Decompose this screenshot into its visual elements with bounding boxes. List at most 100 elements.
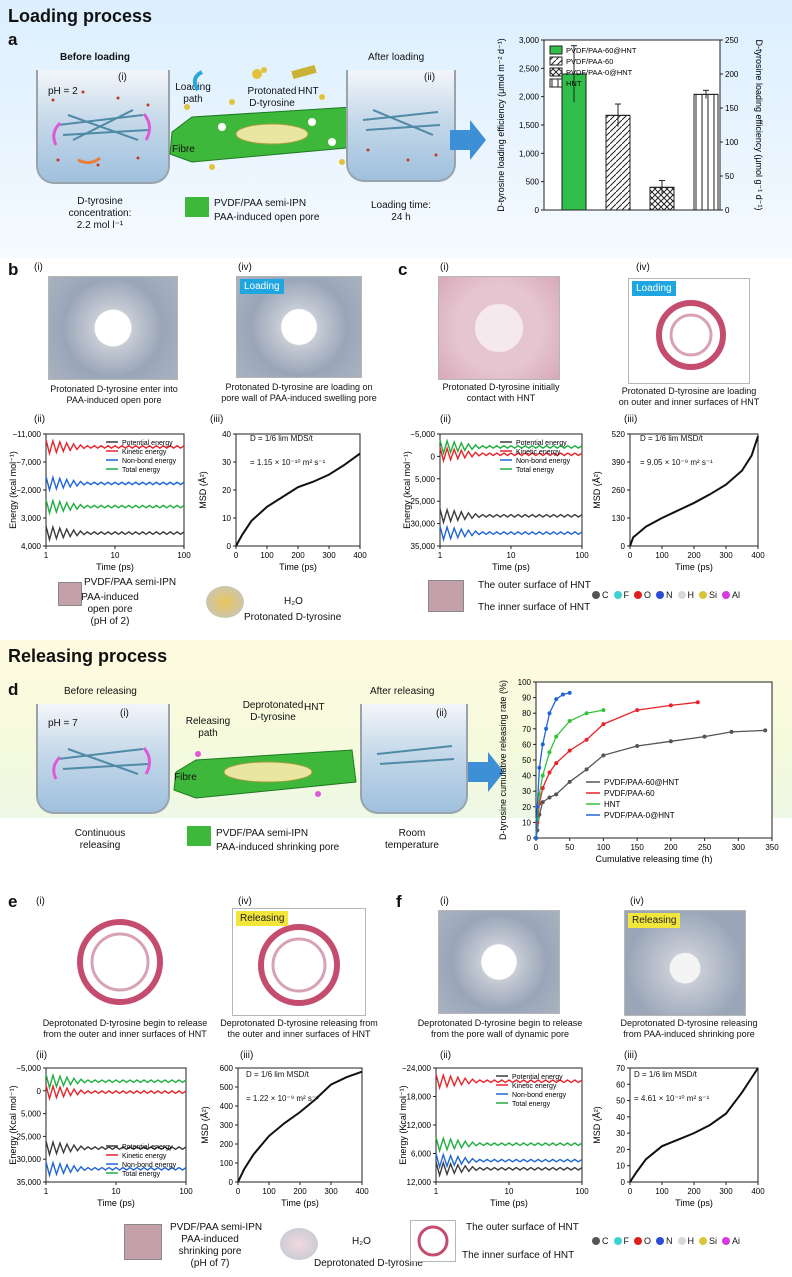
b-ii-series-0 bbox=[45, 524, 185, 543]
after-loading-label: After loading bbox=[368, 52, 425, 63]
d-y-tick-label: 30 bbox=[522, 787, 531, 796]
c-ii-x-tick-label: 1 bbox=[438, 551, 443, 560]
c-i-snapshot bbox=[438, 276, 560, 380]
d-legend-text: HNT bbox=[604, 800, 621, 809]
d-point bbox=[547, 770, 552, 775]
chart-c-iii-msd: 0 100 200 300 400 0 130 260 390 520 Time (ps) MSD (… bbox=[592, 430, 765, 572]
panel-a-label: a bbox=[8, 30, 18, 49]
tyrosine-molecule-icon bbox=[252, 67, 267, 79]
d-x-tick-label: 200 bbox=[664, 843, 678, 852]
chart-a-loading-efficiency: 0 500 1,000 1,500 2,000 2,500 3,000 0 50 100 150 20… bbox=[496, 36, 764, 215]
e-ii-x-tick-label: 1 bbox=[44, 1187, 49, 1196]
d-y-tick-label: 10 bbox=[522, 818, 531, 827]
a-y-tick-label: 3,000 bbox=[519, 36, 540, 45]
d-y-tick-label: 20 bbox=[522, 803, 531, 812]
atom-dot-icon bbox=[592, 591, 600, 599]
c-iv-label: (iv) bbox=[636, 262, 650, 273]
b-iii-y-tick-label: 20 bbox=[222, 486, 231, 495]
chart-b-ii-energy: 1 10 100 4,000 3,000 −2,000 −7,000 −11,000 Time … bbox=[8, 430, 191, 572]
e-legend-pore: PAA-induced shrinking pore (pH of 7) bbox=[178, 1234, 242, 1269]
e-i-caption: Deprotonated D-tyrosine begin to release… bbox=[42, 1018, 208, 1039]
b-iii-msd-line bbox=[235, 452, 361, 547]
b-iii-x-tick-label: 0 bbox=[234, 551, 239, 560]
fibre-network-icon bbox=[52, 747, 151, 780]
d-point bbox=[635, 708, 640, 713]
c-iii-x-tick-label: 100 bbox=[655, 551, 669, 560]
e-ii-y-tick-label: −5,000 bbox=[16, 1064, 41, 1073]
loading-time-label: Loading time: 24 h bbox=[370, 200, 432, 223]
atom-legend-item: Ai bbox=[722, 1236, 740, 1246]
f-iii-msd-line bbox=[629, 1067, 759, 1183]
e-ii-y-axis-label: Energy (Kcal mol⁻¹) bbox=[8, 1085, 18, 1164]
d-legend-text: PVDF/PAA-60 bbox=[604, 789, 655, 798]
d-point bbox=[567, 719, 572, 723]
b-ii-y-tick-label: 3,000 bbox=[21, 514, 42, 523]
d-x-axis-label: Cumulative releasing time (h) bbox=[595, 854, 712, 864]
atom-legend-bottom: C F O N H Si Ai bbox=[592, 1236, 745, 1247]
e-iii-x-tick-label: 0 bbox=[236, 1187, 241, 1196]
c-hnt-thumbnail bbox=[428, 580, 464, 612]
f-iii-x-tick-label: 0 bbox=[628, 1187, 633, 1196]
hnt-ring-icon bbox=[656, 300, 726, 370]
c-msd-eq: D = 1/6 lim MSD/t bbox=[640, 434, 703, 443]
a-legend-swatch bbox=[549, 67, 563, 77]
d-point bbox=[695, 700, 700, 705]
f-ii-legend-text: Non-bond energy bbox=[512, 1092, 567, 1099]
d-point bbox=[560, 692, 565, 697]
e-iii-plot-area bbox=[237, 1067, 363, 1183]
f-ii-y-tick-label: −24,000 bbox=[402, 1064, 432, 1073]
beaker-before-releasing bbox=[36, 704, 170, 814]
e-ii-legend-text: Total energy bbox=[122, 1171, 161, 1178]
arrow-right-icon bbox=[468, 752, 504, 792]
f-ii-y-tick-label: −18,000 bbox=[402, 1093, 432, 1102]
f-iv-label: (iv) bbox=[630, 896, 644, 907]
atom-dot-icon bbox=[699, 591, 708, 599]
c-ii-legend-text: Potential energy bbox=[516, 440, 567, 447]
b-iv-label: (iv) bbox=[238, 262, 252, 273]
beaker-after-loading bbox=[346, 70, 456, 182]
e-ii-legend-text: Potential energy bbox=[122, 1144, 173, 1151]
c-inner-label: The inner surface of HNT bbox=[478, 602, 591, 613]
panel-c-label: c bbox=[398, 260, 408, 279]
b-legend-semi: PVDF/PAA semi-IPN bbox=[84, 577, 177, 588]
e-i-snapshot bbox=[60, 910, 180, 1014]
b-legend-pore: PAA-induced open pore (pH of 2) bbox=[81, 592, 139, 627]
fibre-release-schematic bbox=[173, 749, 357, 799]
e-ii-y-tick-label: 25,000 bbox=[17, 1132, 42, 1141]
d-point bbox=[554, 734, 559, 739]
e-iii-y-tick-label: 400 bbox=[220, 1102, 234, 1111]
f-iii-y-tick-label: 40 bbox=[616, 1113, 625, 1122]
deprotonated-label: Deprotonated D-tyrosine bbox=[242, 700, 304, 723]
d-point bbox=[584, 711, 589, 716]
e-iv-label: (iv) bbox=[238, 896, 252, 907]
a-legend-text: PVDF/PAA-60 bbox=[566, 57, 613, 66]
e-iii-y-tick-label: 500 bbox=[220, 1083, 234, 1092]
e-ii-series-3 bbox=[45, 1072, 187, 1091]
atom-legend-item: H bbox=[677, 590, 694, 600]
c-ii-y-tick-label: 0 bbox=[431, 452, 436, 461]
a-y2-tick-label: 200 bbox=[725, 70, 739, 79]
c-ii-label: (ii) bbox=[440, 414, 452, 425]
fibre-network-icon bbox=[51, 90, 151, 167]
f-ii-legend-text: Kinetic energy bbox=[512, 1083, 557, 1090]
d-point bbox=[537, 765, 542, 770]
atom-dot-icon bbox=[677, 1237, 686, 1245]
f-ii-x-tick-label: 100 bbox=[575, 1187, 589, 1196]
f-ii-x-tick-label: 10 bbox=[505, 1187, 514, 1196]
e-iii-y-tick-label: 200 bbox=[220, 1140, 234, 1149]
d-point bbox=[540, 773, 545, 778]
c-iii-msd-line bbox=[629, 435, 759, 547]
b-iii-x-tick-label: 300 bbox=[322, 551, 336, 560]
chart-f-iii-msd: 0 100 200 300 400 0 10 20 30 40 50 60 70 Time (ps) MSD… bbox=[592, 1064, 765, 1208]
d-legend-text: PVDF/PAA-60@HNT bbox=[604, 778, 679, 787]
a-y2-tick-label: 250 bbox=[725, 36, 739, 45]
panel-b-label: b bbox=[8, 260, 19, 279]
d-point bbox=[635, 743, 640, 748]
c-ii-series-0 bbox=[439, 507, 583, 525]
c-iii-y-axis-label: MSD (Å²) bbox=[592, 471, 602, 509]
c-iii-y-tick-label: 520 bbox=[612, 430, 626, 439]
b-ii-y-tick-label: 4,000 bbox=[21, 542, 42, 551]
d-legend-text: PVDF/PAA-0@HNT bbox=[604, 811, 675, 820]
b-ii-legend-text: Total energy bbox=[122, 467, 161, 474]
atom-label: O bbox=[644, 590, 652, 600]
